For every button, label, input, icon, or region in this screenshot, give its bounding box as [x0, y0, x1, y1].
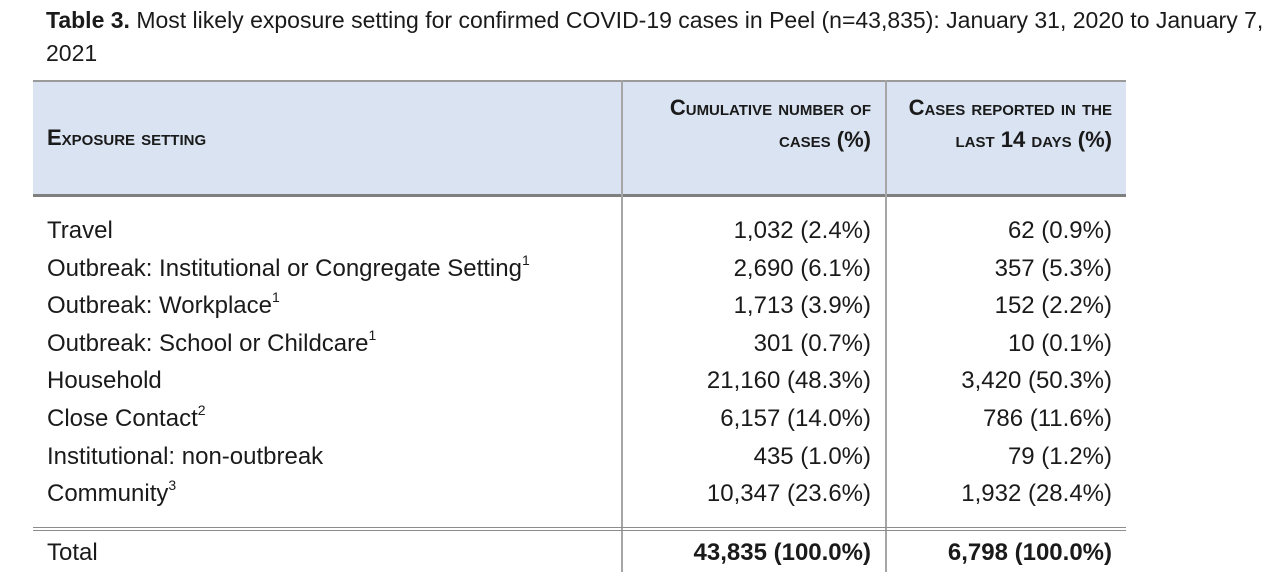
table-header: Exposure setting Cumulative number of ca… — [33, 80, 1126, 197]
recent-cell: 79 (1.2%) — [1007, 442, 1112, 470]
setting-cell: Close Contact2 — [47, 401, 206, 432]
table-row: Outbreak: Workplace1 1,713 (3.9%) 152 (2… — [33, 287, 1126, 325]
setting-cell: Travel — [47, 217, 113, 244]
total-separator — [33, 527, 1126, 531]
cumulative-cell: 21,160 (48.3%) — [706, 367, 871, 395]
table-caption: Table 3. Most likely exposure setting fo… — [46, 4, 1266, 70]
cumulative-cell: 301 (0.7%) — [753, 329, 871, 357]
table-row: Close Contact2 6,157 (14.0%) 786 (11.6%) — [33, 400, 1126, 438]
cumulative-cell: 10,347 (23.6%) — [706, 480, 871, 508]
table-row: Household 21,160 (48.3%) 3,420 (50.3%) — [33, 362, 1126, 400]
setting-cell: Outbreak: Institutional or Congregate Se… — [47, 251, 530, 282]
setting-cell: Community3 — [47, 477, 177, 508]
table-row: Outbreak: Institutional or Congregate Se… — [33, 250, 1126, 288]
total-cumulative: 43,835 (100.0%) — [693, 539, 871, 566]
cumulative-cell: 6,157 (14.0%) — [720, 404, 871, 432]
caption-label: Table 3. — [46, 7, 130, 33]
setting-cell: Household — [47, 367, 162, 395]
cumulative-cell: 2,690 (6.1%) — [733, 254, 871, 282]
header-cumulative: Cumulative number of cases (%) — [669, 95, 871, 152]
total-row: Total 43,835 (100.0%) 6,798 (100.0%) — [33, 534, 1126, 572]
setting-cell: Institutional: non-outbreak — [47, 442, 324, 470]
cumulative-cell: 435 (1.0%) — [753, 442, 871, 470]
setting-cell: Outbreak: Workplace1 — [47, 289, 280, 320]
table-row: Institutional: non-outbreak 435 (1.0%) 7… — [33, 438, 1126, 476]
recent-cell: 357 (5.3%) — [994, 254, 1112, 282]
column-divider — [885, 80, 887, 572]
header-last-14-days: Cases reported in the last 14 days (%) — [908, 95, 1112, 152]
table-body: Travel 1,032 (2.4%) 62 (0.9%) Outbreak: … — [33, 212, 1126, 513]
recent-cell: 1,932 (28.4%) — [961, 480, 1112, 508]
table-row: Outbreak: School or Childcare1 301 (0.7%… — [33, 325, 1126, 363]
recent-cell: 3,420 (50.3%) — [961, 367, 1112, 395]
total-label: Total — [47, 539, 98, 566]
recent-cell: 10 (0.1%) — [1007, 329, 1112, 357]
table-row: Travel 1,032 (2.4%) 62 (0.9%) — [33, 212, 1126, 250]
setting-cell: Outbreak: School or Childcare1 — [47, 326, 377, 357]
caption-text: Most likely exposure setting for confirm… — [46, 7, 1264, 66]
cumulative-cell: 1,032 (2.4%) — [733, 217, 871, 244]
recent-cell: 152 (2.2%) — [994, 292, 1112, 320]
total-recent: 6,798 (100.0%) — [947, 539, 1112, 566]
cumulative-cell: 1,713 (3.9%) — [733, 292, 871, 320]
recent-cell: 62 (0.9%) — [1007, 217, 1112, 244]
recent-cell: 786 (11.6%) — [983, 404, 1112, 432]
header-exposure-setting: Exposure setting — [47, 125, 207, 150]
column-divider — [621, 80, 623, 572]
table-row: Community3 10,347 (23.6%) 1,932 (28.4%) — [33, 475, 1126, 513]
